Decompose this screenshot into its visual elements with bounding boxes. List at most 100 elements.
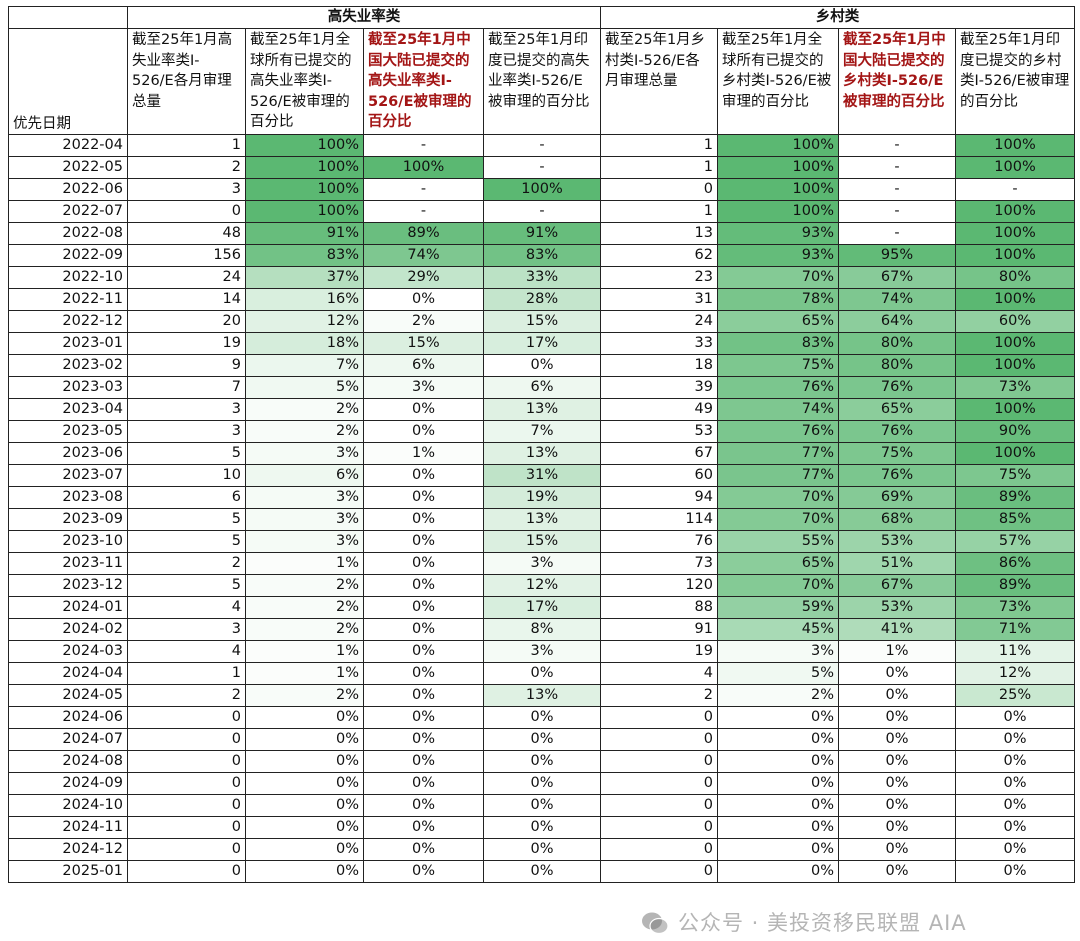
- corner-cell: [8, 6, 128, 29]
- rural-total-cell: 31: [600, 288, 718, 311]
- rural-global-pct-cell: 70%: [717, 266, 839, 289]
- rural-total-cell: 0: [600, 178, 718, 201]
- hu-india-pct-cell: 0%: [483, 354, 601, 377]
- table-row: 2024-11 0 0% 0% 0% 0 0% 0% 0%: [8, 816, 1075, 839]
- date-cell: 2024-12: [8, 838, 128, 861]
- table-row: 2024-08 0 0% 0% 0% 0 0% 0% 0%: [8, 750, 1075, 773]
- table-row: 2022-11 14 16% 0% 28% 31 78% 74% 100%: [8, 288, 1075, 311]
- hu-india-pct-cell: 13%: [483, 508, 601, 531]
- date-cell: 2022-04: [8, 134, 128, 157]
- hu-total-cell: 6: [127, 486, 246, 509]
- hu-china-pct-cell: 0%: [363, 288, 484, 311]
- hu-total-cell: 19: [127, 332, 246, 355]
- hu-total-cell: 0: [127, 816, 246, 839]
- rural-total-cell: 2: [600, 684, 718, 707]
- rural-global-pct-cell: 70%: [717, 486, 839, 509]
- rural-india-pct-cell: 100%: [955, 134, 1075, 157]
- hu-china-pct-cell: 0%: [363, 860, 484, 883]
- rural-china-pct-cell: 53%: [838, 596, 956, 619]
- hu-china-pct-cell: 1%: [363, 442, 484, 465]
- rural-china-pct-cell: 0%: [838, 794, 956, 817]
- rural-global-pct-cell: 83%: [717, 332, 839, 355]
- column-header: 截至25年1月全球所有已提交的乡村类I-526/E被审理的百分比: [717, 28, 839, 135]
- date-cell: 2023-09: [8, 508, 128, 531]
- date-cell: 2022-06: [8, 178, 128, 201]
- column-header: 截至25年1月中国大陆已提交的乡村类I-526/E被审理的百分比: [838, 28, 956, 135]
- rural-global-pct-cell: 0%: [717, 860, 839, 883]
- hu-china-pct-cell: 0%: [363, 420, 484, 443]
- hu-total-cell: 48: [127, 222, 246, 245]
- rural-global-pct-cell: 77%: [717, 464, 839, 487]
- table-row: 2022-12 20 12% 2% 15% 24 65% 64% 60%: [8, 310, 1075, 333]
- hu-total-cell: 4: [127, 596, 246, 619]
- hu-global-pct-cell: 3%: [245, 530, 364, 553]
- rural-india-pct-cell: 71%: [955, 618, 1075, 641]
- date-cell: 2022-11: [8, 288, 128, 311]
- hu-china-pct-cell: 0%: [363, 508, 484, 531]
- date-cell: 2024-04: [8, 662, 128, 685]
- rural-india-pct-cell: 60%: [955, 310, 1075, 333]
- hu-india-pct-cell: 0%: [483, 662, 601, 685]
- hu-china-pct-cell: 0%: [363, 816, 484, 839]
- rural-china-pct-cell: 0%: [838, 772, 956, 795]
- hu-global-pct-cell: 1%: [245, 640, 364, 663]
- hu-china-pct-cell: 2%: [363, 310, 484, 333]
- date-cell: 2024-06: [8, 706, 128, 729]
- rural-india-pct-cell: 100%: [955, 332, 1075, 355]
- hu-china-pct-cell: 0%: [363, 486, 484, 509]
- hu-china-pct-cell: 0%: [363, 838, 484, 861]
- table-row: 2022-05 2 100% 100% -1 100% -100%: [8, 156, 1075, 179]
- hu-total-cell: 2: [127, 552, 246, 575]
- hu-total-cell: 0: [127, 772, 246, 795]
- rural-global-pct-cell: 100%: [717, 156, 839, 179]
- hu-china-pct-cell: 0%: [363, 552, 484, 575]
- hu-china-pct-cell: 0%: [363, 706, 484, 729]
- rural-india-pct-cell: 0%: [955, 838, 1075, 861]
- hu-total-cell: 24: [127, 266, 246, 289]
- column-header: 截至25年1月乡村类I-526/E各月审理总量: [600, 28, 718, 135]
- hu-global-pct-cell: 0%: [245, 772, 364, 795]
- hu-global-pct-cell: 100%: [245, 134, 364, 157]
- rural-global-pct-cell: 3%: [717, 640, 839, 663]
- hu-global-pct-cell: 91%: [245, 222, 364, 245]
- hu-china-pct-cell: 74%: [363, 244, 484, 267]
- wechat-icon: [642, 912, 669, 935]
- date-cell: 2024-08: [8, 750, 128, 773]
- hu-china-pct-cell: 0%: [363, 640, 484, 663]
- table-row: 2022-09 156 83% 74% 83% 62 93% 95% 100%: [8, 244, 1075, 267]
- hu-india-pct-cell: 15%: [483, 530, 601, 553]
- hu-global-pct-cell: 3%: [245, 442, 364, 465]
- date-cell: 2022-10: [8, 266, 128, 289]
- hu-india-pct-cell: 0%: [483, 794, 601, 817]
- rural-india-pct-cell: 80%: [955, 266, 1075, 289]
- rural-india-pct-cell: 57%: [955, 530, 1075, 553]
- rural-total-cell: 67: [600, 442, 718, 465]
- rural-china-pct-cell: 67%: [838, 266, 956, 289]
- rural-india-pct-cell: 0%: [955, 706, 1075, 729]
- rural-total-cell: 88: [600, 596, 718, 619]
- table-row: 2022-08 48 91% 89% 91% 13 93% -100%: [8, 222, 1075, 245]
- table-row: 2023-11 2 1% 0% 3% 73 65% 51% 86%: [8, 552, 1075, 575]
- date-cell: 2022-07: [8, 200, 128, 223]
- hu-india-pct-cell: 17%: [483, 596, 601, 619]
- rural-india-pct-cell: 100%: [955, 200, 1075, 223]
- rural-total-cell: 13: [600, 222, 718, 245]
- date-cell: 2022-08: [8, 222, 128, 245]
- date-cell: 2023-02: [8, 354, 128, 377]
- hu-india-pct-cell: 0%: [483, 772, 601, 795]
- table-row: 2023-07 10 6% 0% 31% 60 77% 76% 75%: [8, 464, 1075, 487]
- rural-china-pct-cell: 80%: [838, 354, 956, 377]
- table-row: 2024-05 2 2% 0% 13% 2 2% 0% 25%: [8, 684, 1075, 707]
- rural-total-cell: 39: [600, 376, 718, 399]
- hu-global-pct-cell: 2%: [245, 574, 364, 597]
- hu-total-cell: 3: [127, 618, 246, 641]
- hu-china-pct-cell: 0%: [363, 750, 484, 773]
- rural-global-pct-cell: 45%: [717, 618, 839, 641]
- table-row: 2023-03 7 5% 3% 6% 39 76% 76% 73%: [8, 376, 1075, 399]
- hu-total-cell: 0: [127, 728, 246, 751]
- rural-total-cell: 0: [600, 750, 718, 773]
- rural-india-pct-cell: 89%: [955, 486, 1075, 509]
- hu-india-pct-cell: 6%: [483, 376, 601, 399]
- date-cell: 2023-06: [8, 442, 128, 465]
- rural-china-pct-cell: 76%: [838, 464, 956, 487]
